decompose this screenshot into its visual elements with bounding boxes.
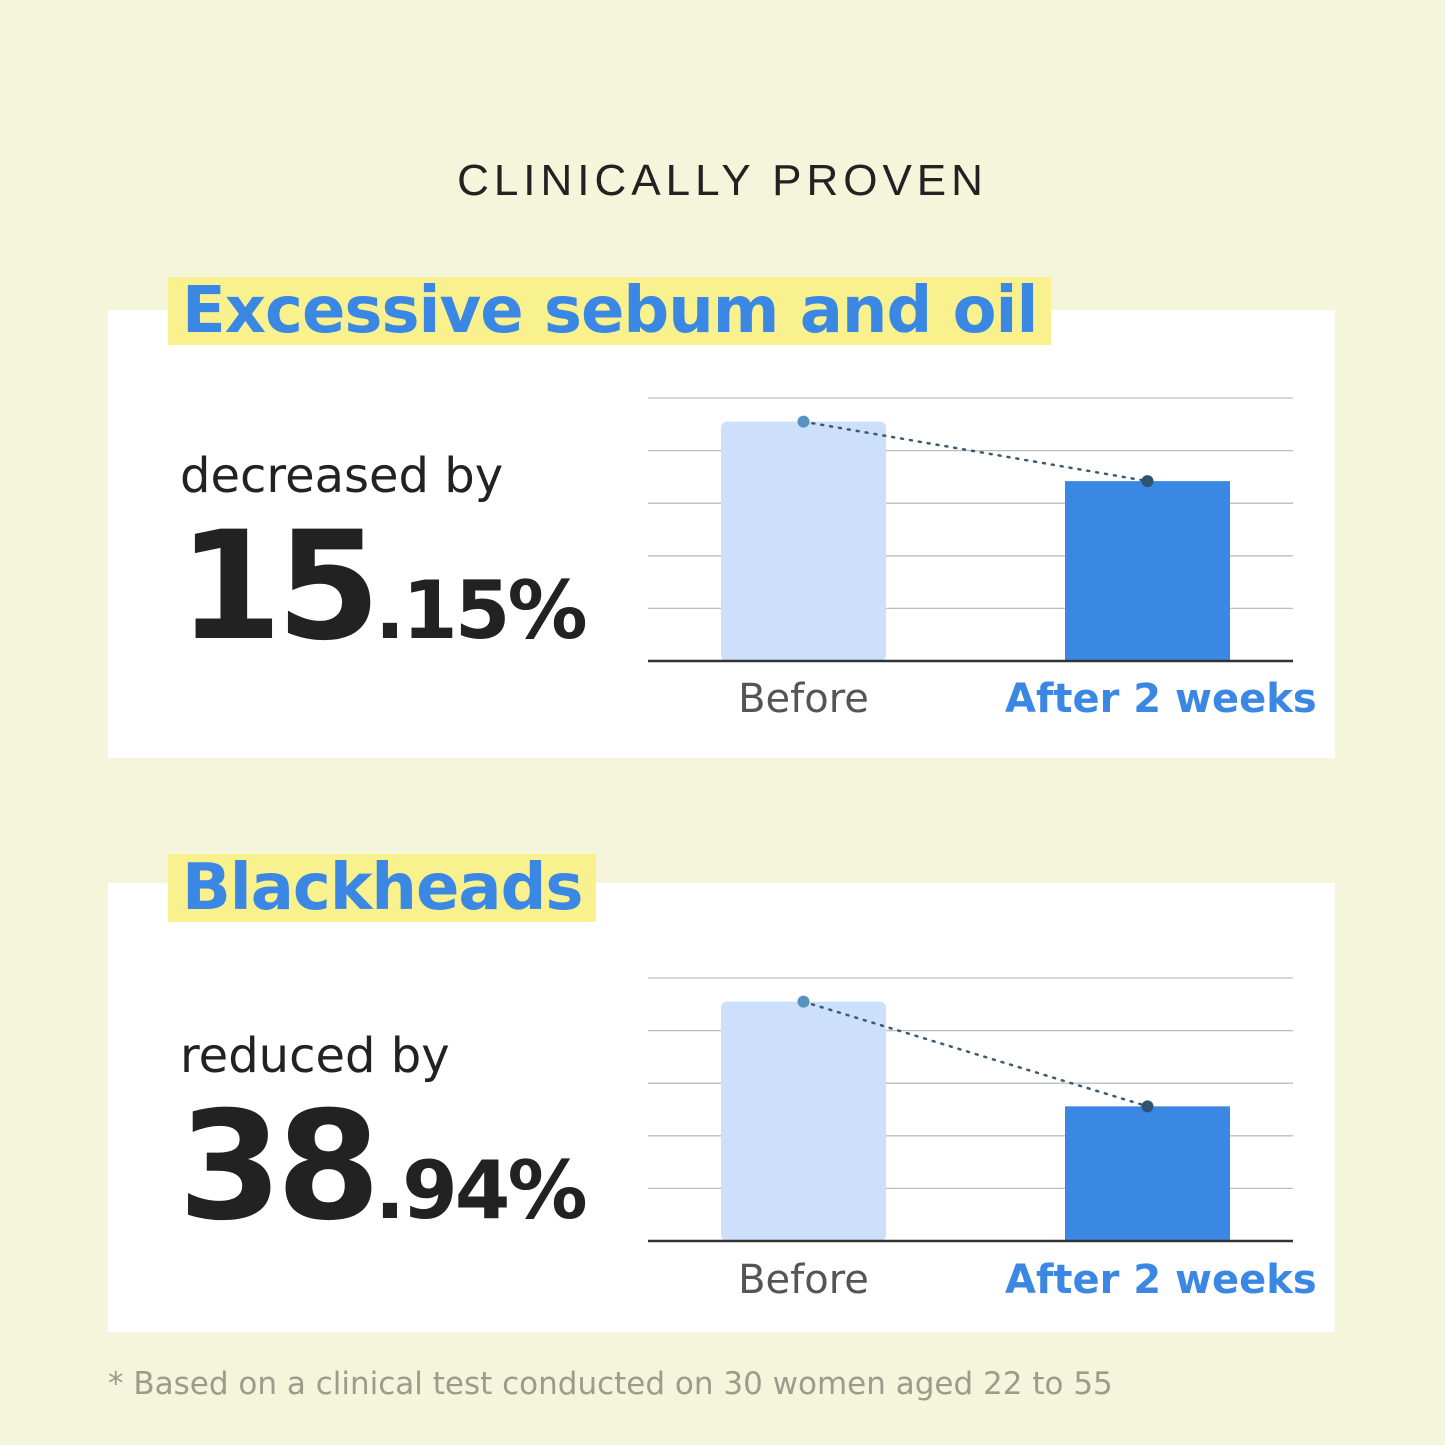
point-after <box>1141 1100 1154 1113</box>
point-before <box>797 415 810 428</box>
blackheads-xlabel-after: After 2 weeks <box>1005 1257 1317 1303</box>
sebum-title: Excessive sebum and oil <box>168 277 1052 345</box>
sebum-xlabel-before: Before <box>738 676 869 722</box>
blackheads-percentage-integer: 38 <box>178 1080 381 1254</box>
blackheads-percentage-decimal: .94% <box>374 1144 588 1237</box>
sebum-percentage: 15.15% <box>178 500 588 674</box>
point-before <box>797 995 810 1008</box>
sebum-percentage-integer: 15 <box>178 500 381 674</box>
trend-line <box>802 420 1149 483</box>
blackheads-percentage: 38.94% <box>178 1080 588 1254</box>
sebum-subtitle: decreased by <box>180 448 504 504</box>
bar-after <box>1065 1106 1230 1241</box>
bar-after <box>1065 481 1230 661</box>
footnote: * Based on a clinical test conducted on … <box>108 1366 1113 1402</box>
sebum-percentage-decimal: .15% <box>374 564 588 657</box>
page-heading: CLINICALLY PROVEN <box>457 156 988 205</box>
point-after <box>1141 475 1154 488</box>
blackheads-title: Blackheads <box>168 854 597 922</box>
blackheads-chart <box>648 977 1293 1243</box>
blackheads-subtitle: reduced by <box>180 1028 450 1084</box>
blackheads-xlabel-before: Before <box>738 1257 869 1303</box>
sebum-xlabel-after: After 2 weeks <box>1005 676 1317 722</box>
bar-before <box>721 1001 886 1241</box>
sebum-chart <box>648 397 1293 663</box>
trend-line <box>802 1000 1149 1108</box>
bar-before <box>721 421 886 661</box>
